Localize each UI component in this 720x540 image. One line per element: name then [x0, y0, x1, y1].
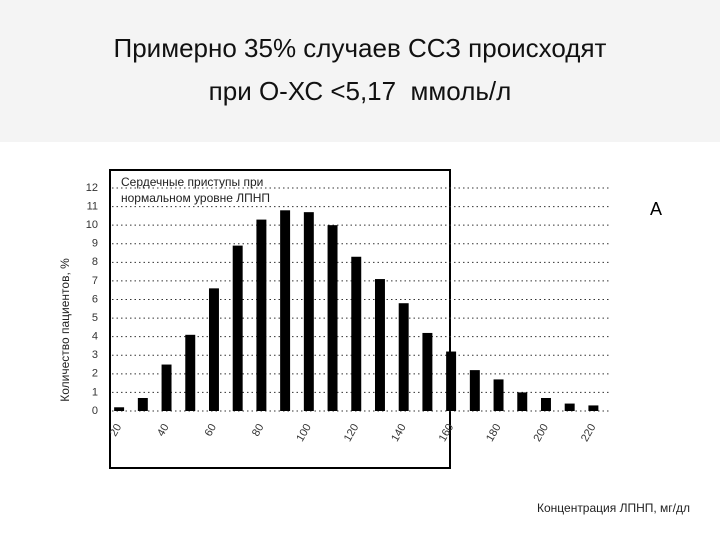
bar	[137, 397, 148, 411]
bar	[114, 407, 125, 411]
y-tick-label: 2	[92, 368, 98, 380]
bar	[351, 256, 362, 411]
y-tick-label: 6	[92, 293, 98, 305]
annotation: Сердечные приступы при	[121, 175, 263, 189]
x-tick-label: 20	[108, 422, 125, 439]
y-tick-label: 4	[92, 331, 98, 343]
bar	[446, 351, 457, 411]
y-tick-label: 7	[92, 275, 98, 287]
y-tick-label: 12	[86, 182, 98, 194]
y-tick-label: 0	[92, 405, 98, 417]
bar	[185, 334, 196, 411]
y-tick-label: 3	[92, 349, 98, 361]
title-line: Примерно 35% случаев ССЗ происходят	[114, 33, 607, 63]
x-tick-label: 220	[579, 422, 599, 444]
y-tick-label: 10	[86, 219, 98, 231]
title-line: при О-ХС <5,17 ммоль/л	[209, 76, 512, 106]
y-axis-label: Количество пациентов, %	[58, 258, 72, 402]
y-tick-label: 1	[92, 386, 98, 398]
bar	[469, 370, 480, 411]
x-tick-label: 160	[437, 422, 457, 444]
x-tick-label: 80	[250, 422, 267, 439]
bar	[303, 212, 314, 411]
x-axis-label: Концентрация ЛПНП, мг/дл	[537, 501, 690, 515]
annotation: нормальном уровне ЛПНП	[121, 191, 270, 205]
x-tick-label: 120	[342, 422, 362, 444]
x-tick-label: 60	[203, 422, 220, 439]
y-tick-label: 5	[92, 312, 98, 324]
bar	[517, 392, 528, 411]
panel-label: A	[650, 199, 662, 219]
highlight-box	[109, 169, 451, 469]
bar	[280, 210, 291, 411]
bar	[564, 403, 575, 411]
bar	[256, 219, 267, 411]
y-tick-label: 8	[92, 256, 98, 268]
bar	[493, 379, 504, 411]
title-band	[0, 0, 720, 142]
x-tick-label: 200	[532, 422, 552, 444]
x-tick-label: 100	[294, 422, 314, 444]
bar	[422, 332, 433, 411]
x-tick-label: 180	[484, 422, 504, 444]
bar	[327, 225, 338, 411]
bar	[232, 245, 243, 411]
bar	[161, 364, 172, 411]
x-tick-label: 40	[155, 422, 172, 439]
y-tick-label: 9	[92, 238, 98, 250]
bar	[588, 405, 599, 411]
y-tick-label: 11	[87, 200, 98, 212]
bar	[540, 397, 551, 411]
bar	[374, 279, 385, 411]
bar	[208, 288, 219, 411]
bar	[398, 303, 409, 411]
x-tick-label: 140	[389, 422, 409, 444]
